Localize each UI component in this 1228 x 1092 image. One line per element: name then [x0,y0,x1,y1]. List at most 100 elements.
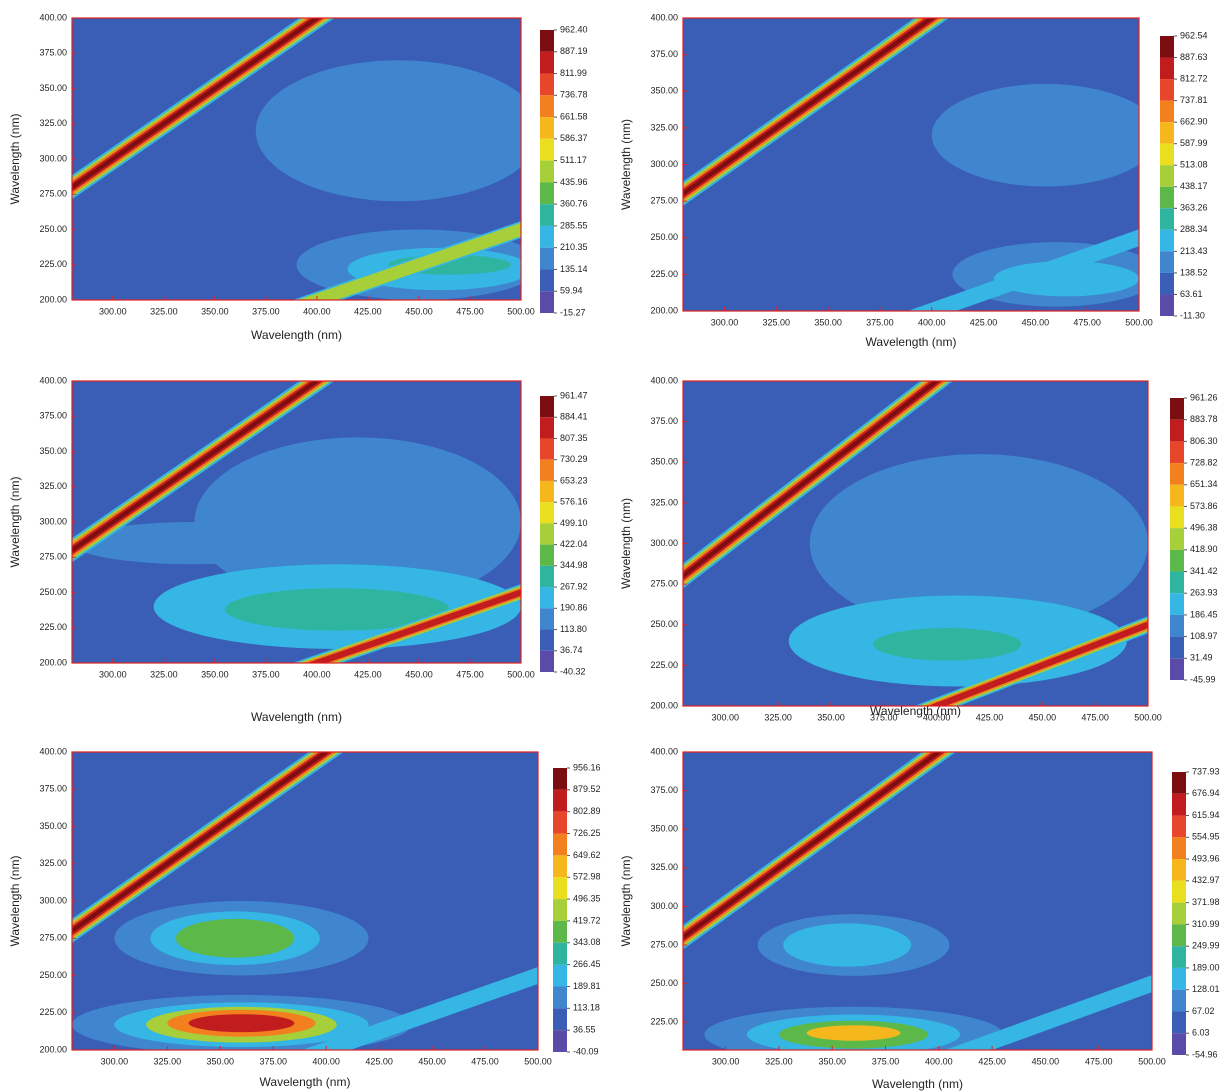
x-tick-label: 450.00 [1032,1056,1060,1066]
x-tick-label: 400.00 [312,1056,340,1066]
colorbar-band [540,629,554,651]
colorbar-band [1160,272,1174,295]
y-tick-label: 375.00 [650,785,678,795]
colorbar-label: 36.55 [573,1025,596,1035]
colorbar-label: 419.72 [573,915,601,925]
colorbar-label: 812.72 [1180,73,1208,83]
colorbar-label: 285.55 [560,220,588,230]
colorbar-label: 806.30 [1190,436,1218,446]
colorbar-label: 210.35 [560,242,588,252]
colorbar-label: 572.98 [573,872,601,882]
colorbar-label: 511.17 [560,155,587,165]
colorbar-band [1170,506,1184,529]
x-tick-label: 350.00 [207,1056,235,1066]
plot-area [683,381,1148,706]
y-tick-label: 375.00 [650,416,678,426]
x-axis-label: Wavelength (nm) [251,710,342,724]
colorbar-label: 363.26 [1180,203,1208,213]
y-axis-label: Wavelength (nm) [8,856,22,947]
y-tick-label: 325.00 [650,862,678,872]
colorbar-band [1170,484,1184,507]
y-tick-label: 400.00 [39,375,67,385]
x-tick-label: 350.00 [818,1056,846,1066]
colorbar-label: 128.01 [1192,984,1220,994]
y-tick-label: 350.00 [39,446,67,456]
x-tick-label: 375.00 [866,317,894,327]
y-tick-label: 200.00 [39,294,67,304]
colorbar-band [540,459,554,481]
x-tick-label: 325.00 [763,317,791,327]
colorbar-band [1160,186,1174,209]
colorbar-band [540,51,554,74]
y-tick-label: 375.00 [650,49,678,59]
field-background [683,752,1152,1050]
colorbar-label: 653.23 [560,475,588,485]
colorbar-label: 422.04 [560,539,588,549]
y-tick-label: 225.00 [39,1007,67,1017]
colorbar-band [540,438,554,460]
colorbar-band [540,138,554,161]
colorbar-label: 962.40 [560,24,588,34]
colorbar-label: 135.14 [560,264,588,274]
y-tick-label: 200.00 [650,305,678,315]
x-tick-label: 500.00 [524,1056,552,1066]
colorbar-label: 962.54 [1180,30,1208,40]
colorbar-band [1160,294,1174,316]
y-tick-label: 325.00 [39,481,67,491]
y-tick-label: 225.00 [650,269,678,279]
colorbar-band [1172,793,1186,816]
colorbar-label: 576.16 [560,497,588,507]
colorbar-label: 310.99 [1192,919,1220,929]
x-tick-label: 450.00 [1029,712,1057,722]
rayleigh-band [683,18,936,197]
x-tick-label: 375.00 [870,712,898,722]
y-tick-label: 250.00 [39,587,67,597]
contour-region [72,522,317,565]
x-tick-label: 325.00 [150,669,178,679]
colorbar-band [1172,859,1186,881]
y-tick-label: 325.00 [650,497,678,507]
colorbar-label: 728.82 [1190,457,1218,467]
colorbar-band [1170,614,1184,637]
x-tick-label: 500.00 [1134,712,1162,722]
colorbar-label: 676.94 [1192,788,1220,798]
y-tick-label: 300.00 [650,901,678,911]
colorbar-label: 438.17 [1180,181,1208,191]
colorbar-band [540,95,554,118]
colorbar-label: 108.97 [1190,631,1218,641]
colorbar-label: 371.98 [1192,897,1220,907]
colorbar-label: 36.74 [560,645,583,655]
x-tick-label: 475.00 [471,1056,499,1066]
colorbar-band [540,160,554,183]
y-tick-label: 375.00 [39,784,67,794]
colorbar-label: 344.98 [560,560,588,570]
x-axis-label: Wavelength (nm) [251,328,342,342]
colorbar-band [553,855,567,878]
y-tick-label: 200.00 [650,700,678,710]
x-tick-label: 325.00 [764,712,792,722]
colorbar-band [1170,419,1184,442]
colorbar-label: 615.94 [1192,810,1220,820]
second-order-band [302,967,538,1050]
colorbar-label: 31.49 [1190,653,1213,663]
colorbar-band [540,502,554,524]
y-tick-label: 250.00 [650,619,678,629]
y-tick-label: 225.00 [39,622,67,632]
x-tick-label: 325.00 [150,306,178,316]
second-order-band [927,621,1148,706]
colorbar-band [1172,815,1186,838]
plot-area [72,752,538,1050]
y-tick-label: 300.00 [39,895,67,905]
colorbar-label: 266.45 [573,959,601,969]
rayleigh-band [72,381,321,553]
colorbar-label: 435.96 [560,177,588,187]
colorbar-band [1170,593,1184,615]
y-tick-label: 300.00 [39,516,67,526]
colorbar-band [540,544,554,566]
x-tick-label: 400.00 [303,306,331,316]
colorbar-label: 113.18 [573,1003,600,1013]
colorbar-label: 662.90 [1180,117,1208,127]
colorbar-band [1170,549,1184,572]
colorbar-band [540,247,554,270]
